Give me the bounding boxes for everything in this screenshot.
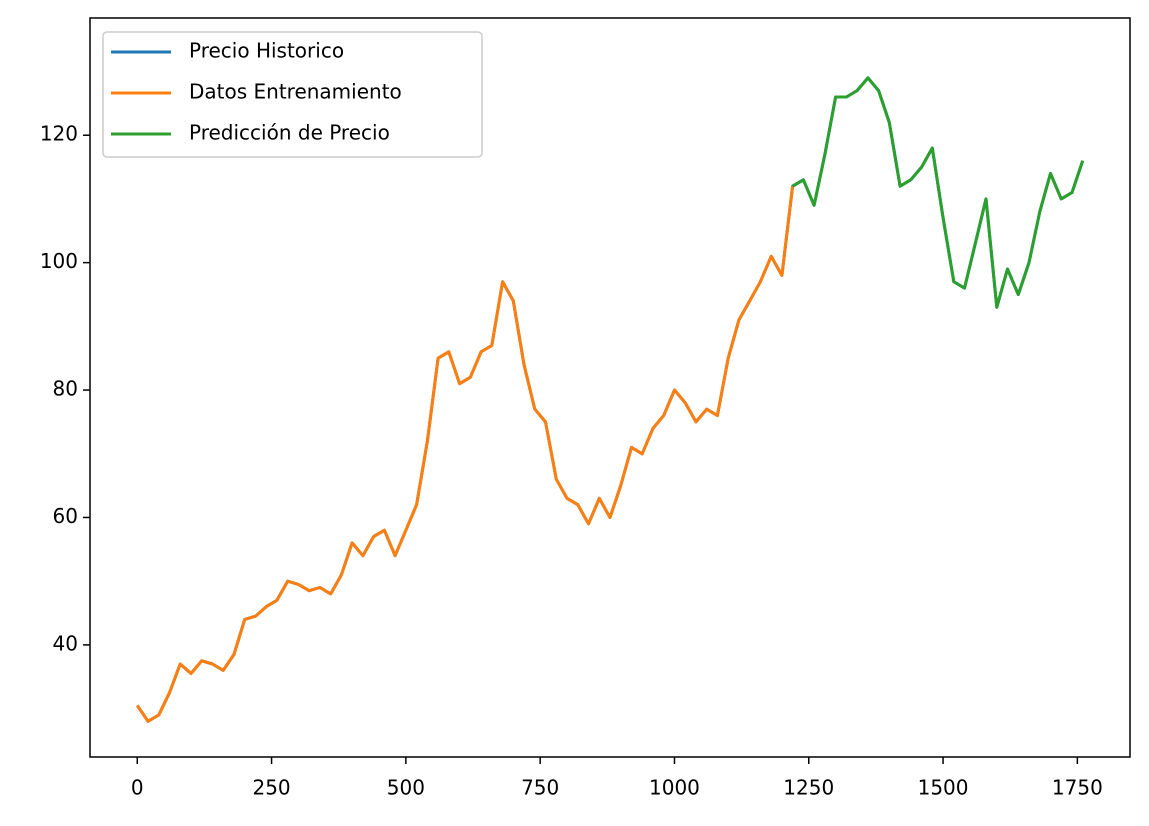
x-tick-label: 250 [252, 776, 290, 800]
series-line [136, 186, 795, 723]
legend-label: Predicción de Precio [189, 121, 390, 145]
x-tick-label: 1750 [1052, 776, 1103, 800]
x-tick-label: 1250 [783, 776, 834, 800]
x-tick-label: 750 [521, 776, 559, 800]
legend-label: Precio Historico [189, 39, 344, 63]
y-tick-label: 80 [53, 377, 78, 401]
x-tick-label: 1000 [649, 776, 700, 800]
y-tick-label: 100 [40, 249, 78, 273]
y-tick-label: 60 [53, 504, 78, 528]
legend-box [102, 31, 483, 158]
series-line [791, 76, 1085, 309]
x-tick-label: 0 [131, 776, 144, 800]
y-tick-label: 40 [53, 631, 78, 655]
plot-frame [89, 17, 1131, 758]
y-tick-label: 120 [40, 122, 78, 146]
x-tick-label: 1500 [918, 776, 969, 800]
legend-label: Datos Entrenamiento [189, 80, 402, 104]
x-tick-label: 500 [387, 776, 425, 800]
